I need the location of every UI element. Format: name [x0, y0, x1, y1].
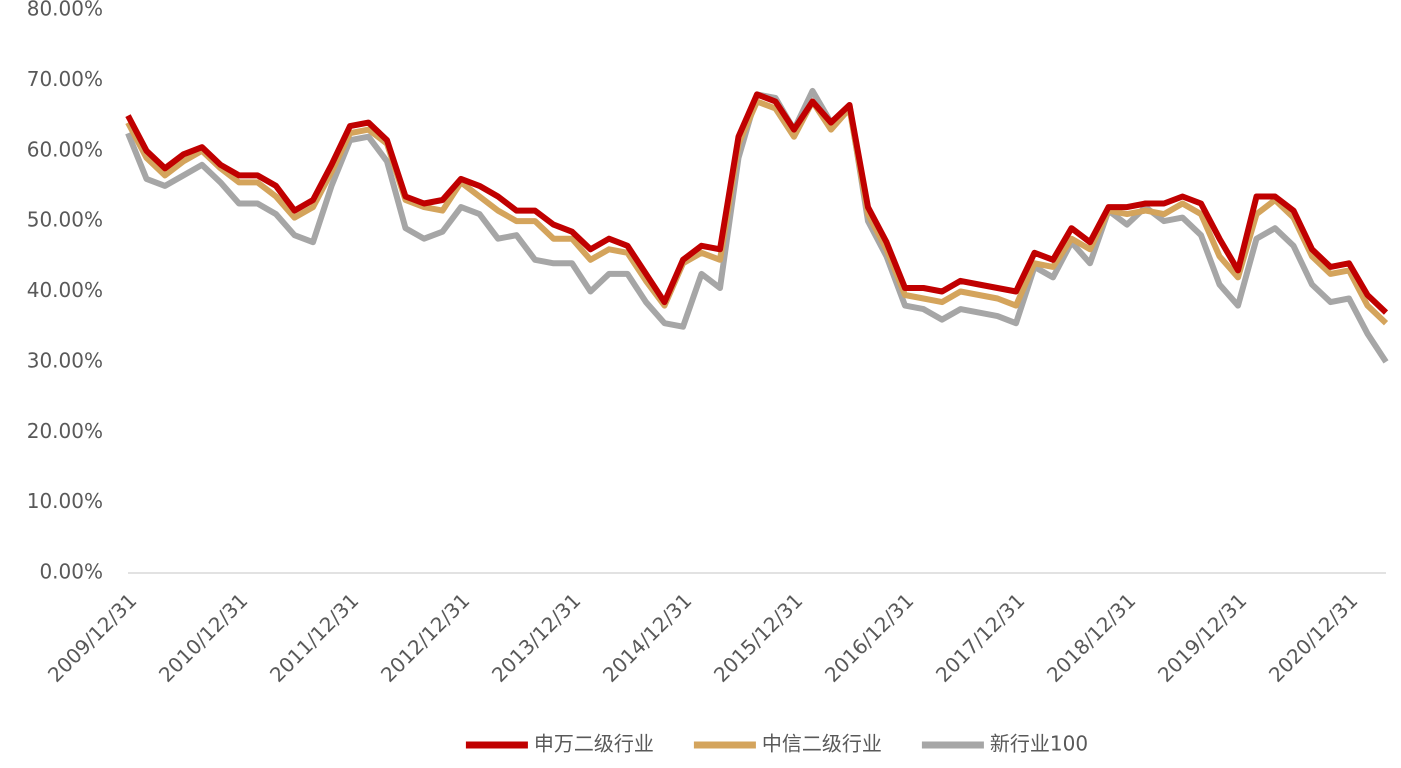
series-line [125, 91, 1389, 315]
x-tick-label: 2013/12/31 [487, 588, 585, 686]
x-tick-label: 2017/12/31 [931, 588, 1029, 686]
y-tick-label: 50.00% [27, 208, 103, 232]
series-line [125, 98, 1389, 326]
y-tick-label: 30.00% [27, 348, 103, 372]
legend-label: 新行业100 [990, 732, 1088, 756]
legend-label: 中信二级行业 [762, 732, 882, 756]
legend-label: 申万二级行业 [534, 732, 654, 756]
y-tick-label: 20.00% [27, 419, 103, 443]
y-tick-label: 0.00% [39, 560, 103, 584]
x-tick-label: 2015/12/31 [709, 588, 807, 686]
y-tick-label: 70.00% [27, 67, 103, 91]
y-tick-label: 80.00% [27, 0, 103, 21]
x-tick-label: 2020/12/31 [1264, 588, 1362, 686]
x-tick-label: 2018/12/31 [1042, 588, 1140, 686]
x-tick-label: 2011/12/31 [265, 588, 363, 686]
y-tick-label: 40.00% [27, 278, 103, 302]
x-tick-label: 2019/12/31 [1153, 588, 1251, 686]
x-tick-label: 2014/12/31 [598, 588, 696, 686]
y-tick-label: 10.00% [27, 489, 103, 513]
series-line [125, 87, 1389, 364]
y-tick-label: 60.00% [27, 137, 103, 161]
x-tick-label: 2010/12/31 [154, 588, 252, 686]
x-tick-label: 2009/12/31 [43, 588, 141, 686]
x-tick-label: 2016/12/31 [820, 588, 918, 686]
x-tick-label: 2012/12/31 [376, 588, 474, 686]
